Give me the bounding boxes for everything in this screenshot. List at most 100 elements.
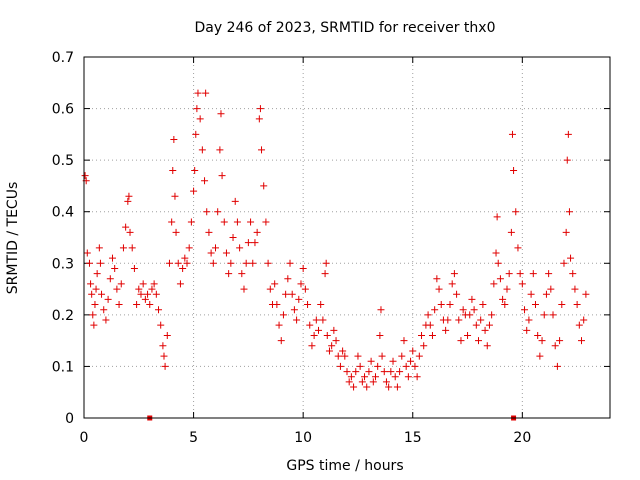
data-point <box>580 316 588 324</box>
axis-ticks: 0 0.1 0.2 0.3 0.4 0.5 0.6 0.7 0 5 10 15 20 <box>52 50 610 446</box>
y-tick-label: 0.1 <box>52 359 74 375</box>
data-point <box>514 244 522 252</box>
data-point <box>407 357 415 365</box>
data-point <box>385 383 393 391</box>
data-point <box>159 342 167 350</box>
data-point <box>212 244 219 252</box>
data-point <box>389 357 397 365</box>
data-point <box>569 270 577 278</box>
data-point <box>160 352 168 360</box>
data-point <box>547 285 555 293</box>
y-axis-title: SRMTID / TECUs <box>5 182 21 295</box>
data-point <box>573 301 581 309</box>
data-point <box>523 326 531 334</box>
data-point <box>161 362 169 370</box>
data-point <box>125 192 133 200</box>
data-point <box>126 228 134 236</box>
data-point <box>91 301 99 309</box>
data-point <box>350 383 358 391</box>
data-point <box>382 378 390 386</box>
data-point <box>130 264 138 272</box>
data-point <box>391 373 399 381</box>
data-point <box>262 218 270 226</box>
data-point <box>179 264 187 272</box>
data-point <box>196 115 204 123</box>
data-point <box>144 290 152 298</box>
y-tick-label: 0.5 <box>52 153 74 169</box>
data-point <box>578 337 586 345</box>
data-point <box>332 337 340 345</box>
data-point <box>450 270 458 278</box>
data-point <box>155 306 163 314</box>
data-point <box>363 383 371 391</box>
data-point <box>304 301 312 309</box>
data-point <box>256 105 264 113</box>
data-point <box>567 254 575 262</box>
data-point <box>273 301 281 309</box>
data-point <box>310 331 318 339</box>
data-point <box>521 306 529 314</box>
data-point <box>319 316 327 324</box>
data-point <box>117 280 125 288</box>
data-point <box>100 306 108 314</box>
data-point <box>293 316 301 324</box>
data-point <box>518 280 526 288</box>
data-point <box>431 306 439 314</box>
data-point <box>400 337 408 345</box>
data-point <box>556 337 564 345</box>
data-point <box>507 228 515 236</box>
data-point <box>264 259 272 267</box>
data-point <box>376 331 384 339</box>
data-point <box>174 259 182 267</box>
y-tick-label: 0.7 <box>52 50 74 66</box>
data-point <box>137 290 145 298</box>
data-point <box>402 362 410 370</box>
data-point <box>275 321 283 329</box>
data-point <box>496 275 504 283</box>
data-point <box>564 130 572 138</box>
data-point <box>258 146 266 154</box>
data-point <box>163 331 171 339</box>
x-axis-title: GPS time / hours <box>286 458 403 474</box>
data-point <box>494 259 502 267</box>
data-point <box>282 290 290 298</box>
data-point <box>503 285 511 293</box>
data-point <box>339 347 347 355</box>
data-point <box>124 197 132 205</box>
data-point <box>464 331 472 339</box>
data-point <box>321 270 329 278</box>
data-point <box>290 306 298 314</box>
x-tick-label: 10 <box>294 430 312 446</box>
data-point <box>222 249 230 257</box>
data-point <box>529 270 537 278</box>
data-point <box>540 311 548 319</box>
data-point <box>330 326 338 334</box>
data-point <box>356 362 364 370</box>
data-point <box>565 208 573 216</box>
data-point <box>251 239 259 247</box>
data-point <box>455 316 463 324</box>
data-point <box>377 306 385 314</box>
data-point <box>481 326 489 334</box>
data-point <box>96 259 104 267</box>
data-point <box>233 218 241 226</box>
data-point <box>299 264 307 272</box>
data-point <box>369 378 377 386</box>
data-point <box>194 89 202 97</box>
x-tick-label: 15 <box>404 430 422 446</box>
data-point <box>433 275 441 283</box>
data-point <box>459 306 467 314</box>
data-point <box>347 373 355 381</box>
data-point <box>380 368 388 376</box>
data-point <box>457 337 465 345</box>
data-point <box>472 321 480 329</box>
x-tick-label: 0 <box>80 430 89 446</box>
data-point <box>420 342 428 350</box>
data-point <box>135 285 143 293</box>
data-point <box>171 192 179 200</box>
data-point <box>352 368 360 376</box>
data-point <box>201 177 209 185</box>
data-point <box>157 321 165 329</box>
data-point <box>475 337 482 345</box>
data-point <box>141 295 149 303</box>
